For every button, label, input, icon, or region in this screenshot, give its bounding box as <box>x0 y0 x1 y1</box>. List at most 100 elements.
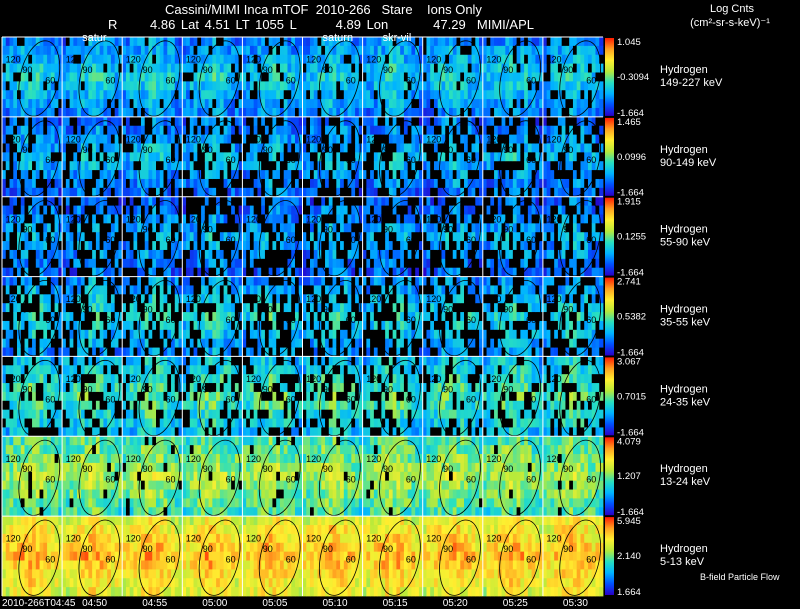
heatmap-cell <box>486 99 491 109</box>
heatmap-cell <box>501 249 506 260</box>
heatmap-cell <box>467 258 472 269</box>
heatmap-cell <box>65 196 71 206</box>
heatmap-cell <box>73 294 78 304</box>
heatmap-cell <box>520 90 525 100</box>
heatmap-cell <box>415 152 420 162</box>
heatmap-cell <box>65 143 71 153</box>
heatmap-cell <box>201 187 206 198</box>
heatmap-cell <box>182 312 187 322</box>
heatmap-cell <box>148 37 153 47</box>
heatmap-cell <box>448 170 454 180</box>
heatmap-cell <box>264 134 270 144</box>
heatmap-cell <box>279 54 285 65</box>
heatmap-cell <box>43 320 48 331</box>
heatmap-cell <box>5 320 10 331</box>
heatmap-cell <box>283 267 288 277</box>
heatmap-cell <box>110 267 116 277</box>
heatmap-cell <box>125 303 131 313</box>
heatmap-cell <box>17 214 22 224</box>
heatmap-cell <box>595 196 600 206</box>
heatmap-cell <box>9 223 14 233</box>
heatmap-cell <box>246 81 251 91</box>
heatmap-cell <box>186 178 191 189</box>
heatmap-cell <box>189 72 194 82</box>
heatmap-cell <box>539 161 544 171</box>
heatmap-cell <box>441 116 446 127</box>
heatmap-cell <box>28 241 33 251</box>
heatmap-cell <box>366 45 371 56</box>
heatmap-cell <box>227 152 232 162</box>
heatmap-cell <box>148 338 153 348</box>
heatmap-cell <box>125 116 131 127</box>
heatmap-cell <box>464 214 469 224</box>
heatmap-cell <box>212 63 217 73</box>
heatmap-cell <box>208 249 213 260</box>
heatmap-cell <box>189 196 194 206</box>
heatmap-cell <box>512 125 518 135</box>
heatmap-cell <box>216 72 221 82</box>
heatmap-cell <box>35 54 40 65</box>
heatmap-cell <box>313 178 318 189</box>
heatmap-cell <box>340 45 345 56</box>
heatmap-cell <box>565 187 570 198</box>
heatmap-cell <box>381 125 386 135</box>
heatmap-cell <box>69 267 74 277</box>
heatmap-cell <box>433 205 439 215</box>
heatmap-cell <box>125 285 131 295</box>
heatmap-cell <box>591 63 596 73</box>
heatmap-cell <box>561 116 566 127</box>
heatmap-cell <box>156 249 161 260</box>
heatmap-cell <box>174 329 179 340</box>
heatmap-cell <box>587 178 593 189</box>
heatmap-cell <box>516 267 521 277</box>
heatmap-cell <box>479 152 484 162</box>
heatmap-cell <box>253 125 258 135</box>
heatmap-cell <box>272 134 277 144</box>
heatmap-cell <box>400 187 405 198</box>
heatmap-cell <box>171 338 176 348</box>
heatmap-cell <box>418 223 424 233</box>
heatmap-cell <box>122 223 127 233</box>
heatmap-cell <box>317 45 322 56</box>
heatmap-cell <box>400 107 405 118</box>
heatmap-cell <box>336 81 341 91</box>
heatmap-cell <box>9 125 14 135</box>
heatmap-cell <box>186 241 191 251</box>
heatmap-cell <box>9 63 14 73</box>
heatmap-cell <box>88 187 93 198</box>
heatmap-cell <box>103 170 108 180</box>
heatmap-cell <box>43 107 48 118</box>
heatmap-cell <box>88 347 93 357</box>
heatmap-cell <box>497 232 502 242</box>
heatmap-cell <box>54 329 59 340</box>
heatmap-cell <box>77 303 82 313</box>
heatmap-cell <box>103 178 108 189</box>
heatmap-cell <box>137 338 142 348</box>
heatmap-cell <box>388 63 394 73</box>
heatmap-cell <box>321 249 326 260</box>
heatmap-cell <box>125 196 131 206</box>
heatmap-cell <box>152 267 157 277</box>
contour-label-120: 120 <box>366 214 381 224</box>
heatmap-cell <box>84 81 89 91</box>
heatmap-cell <box>565 178 570 189</box>
heatmap-cell <box>524 196 529 206</box>
heatmap-cell <box>392 214 397 224</box>
heatmap-cell <box>279 170 285 180</box>
heatmap-cell <box>167 267 172 277</box>
contour-label-60: 60 <box>166 75 176 85</box>
heatmap-cell <box>370 107 375 118</box>
heatmap-cell <box>110 285 116 295</box>
heatmap-cell <box>174 338 179 348</box>
heatmap-cell <box>557 54 563 65</box>
heatmap-cell <box>464 241 469 251</box>
heatmap-cell <box>542 134 548 144</box>
heatmap-cell <box>20 329 25 340</box>
heatmap-cell <box>460 258 465 269</box>
heatmap-cell <box>65 170 71 180</box>
heatmap-cell <box>486 125 491 135</box>
heatmap-cell <box>118 37 123 47</box>
heatmap-cell <box>125 205 131 215</box>
heatmap-cell <box>182 143 187 153</box>
heatmap-cell <box>599 116 604 127</box>
